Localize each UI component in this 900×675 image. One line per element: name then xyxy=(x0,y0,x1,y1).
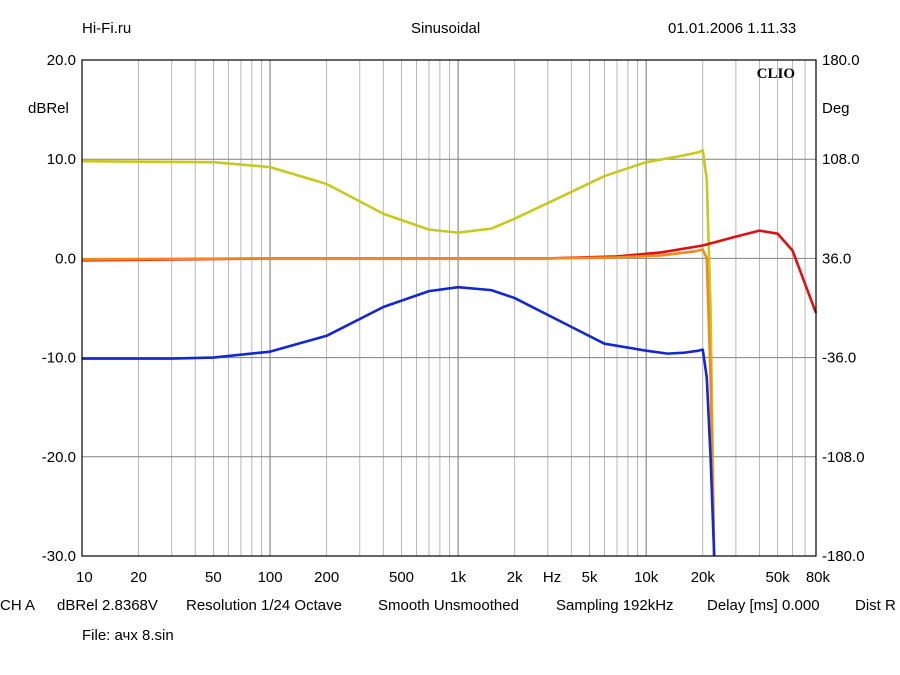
resolution-label: Resolution 1/24 Octave xyxy=(186,597,342,614)
series-line-yellow xyxy=(81,148,716,557)
clio-logo: CLIO xyxy=(757,66,795,82)
y2-tick-label: 180.0 xyxy=(822,52,860,69)
x-tick-label: 50 xyxy=(205,569,222,586)
y-tick-label: 0.0 xyxy=(55,250,76,267)
channel-label: CH A xyxy=(0,597,36,614)
dist-label: Dist R xyxy=(855,597,896,614)
y2-tick-label: -36.0 xyxy=(822,350,856,367)
x-tick-label: 5k xyxy=(582,569,598,586)
y2-axis-label: Deg xyxy=(822,100,850,117)
y-tick-label: -20.0 xyxy=(42,449,76,466)
y-axis-label: dBRel xyxy=(28,100,69,117)
frequency-response-chart: CLIO 20.0 10.0 0.0 -10.0 -20.0 -30.0 180.0 108.… xyxy=(28,52,865,586)
x-tick-label: 1k xyxy=(450,569,466,586)
header-signal: Sinusoidal xyxy=(411,20,481,37)
y2-tick-label: -108.0 xyxy=(822,449,865,466)
x-tick-label: 20k xyxy=(691,569,716,586)
header-datetime: 01.01.2006 1.11.33 xyxy=(668,20,797,37)
y-tick-label: -30.0 xyxy=(42,548,76,565)
delay-label: Delay [ms] 0.000 xyxy=(707,597,820,614)
x-tick-label: 200 xyxy=(314,569,339,586)
y-tick-label: 20.0 xyxy=(47,52,76,69)
series-line-orange xyxy=(81,248,716,557)
x-tick-label: 10k xyxy=(634,569,659,586)
plot-frame xyxy=(81,59,817,557)
x-tick-label: 2k xyxy=(507,569,523,586)
file-name: File: ачх 8.sin xyxy=(82,627,174,644)
series-group xyxy=(81,148,818,557)
axis-labels: 20.0 10.0 0.0 -10.0 -20.0 -30.0 180.0 108.0 36.0… xyxy=(28,52,865,586)
x-tick-label: 100 xyxy=(258,569,283,586)
sampling-label: Sampling 192kHz xyxy=(556,597,674,614)
y2-tick-label: 36.0 xyxy=(822,250,851,267)
x-tick-label: 50k xyxy=(766,569,791,586)
y2-tick-label: -180.0 xyxy=(822,548,865,565)
header-site: Hi-Fi.ru xyxy=(82,20,132,37)
y-tick-label: -10.0 xyxy=(42,350,76,367)
series-line-blue xyxy=(82,285,716,557)
x-tick-label: 80k xyxy=(806,569,831,586)
smooth-label: Smooth Unsmoothed xyxy=(378,597,519,614)
x-tick-label: 500 xyxy=(389,569,414,586)
y-tick-label: 10.0 xyxy=(47,151,76,168)
x-unit-label: Hz xyxy=(543,569,561,586)
y2-tick-label: 108.0 xyxy=(822,151,860,168)
x-tick-label: 10 xyxy=(76,569,93,586)
level-label: dBRel 2.8368V xyxy=(57,597,158,614)
x-tick-label: 20 xyxy=(130,569,147,586)
grid xyxy=(82,60,816,556)
